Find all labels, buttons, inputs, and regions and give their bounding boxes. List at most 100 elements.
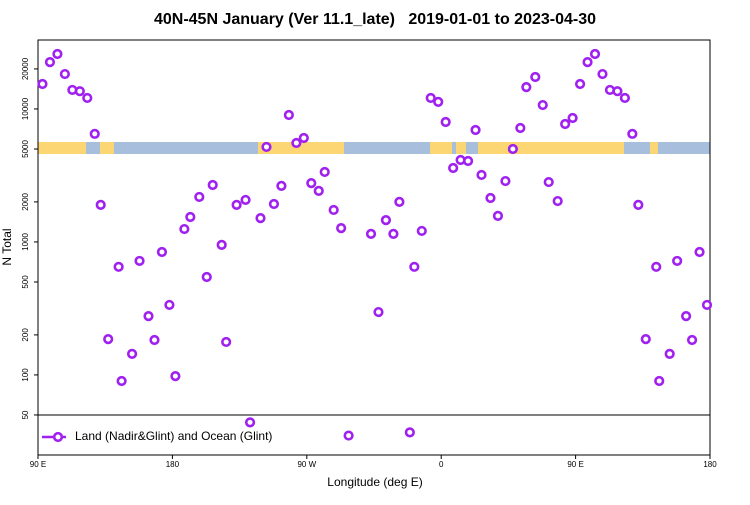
y-tick-label: 1000 [21, 232, 30, 250]
point [44, 57, 56, 68]
point [394, 196, 405, 208]
point [313, 185, 324, 197]
point [143, 310, 154, 322]
point [560, 118, 571, 130]
legend-label: Land (Nadir&Glint) and Ocean (Glint) [75, 429, 272, 443]
land-strip [100, 142, 114, 154]
point [654, 375, 665, 387]
point [633, 199, 644, 210]
point [388, 228, 399, 239]
point [619, 92, 630, 104]
point [216, 239, 227, 251]
point [103, 333, 114, 345]
y-tick-label: 5000 [21, 140, 30, 158]
point [306, 178, 317, 189]
point [244, 417, 256, 428]
point [283, 109, 294, 121]
point [567, 112, 578, 124]
point [164, 299, 175, 311]
point [476, 169, 487, 181]
point [113, 261, 124, 272]
point [537, 99, 548, 111]
point [686, 334, 698, 346]
point [574, 78, 586, 90]
point [507, 143, 518, 155]
point [82, 92, 93, 104]
land-strip [456, 142, 466, 154]
point [701, 299, 713, 311]
point [425, 92, 436, 104]
point [298, 132, 309, 144]
point [589, 48, 601, 60]
point [95, 199, 106, 210]
point [89, 128, 100, 139]
point [170, 370, 181, 382]
x-axis-label: Longitude (deg E) [327, 475, 422, 489]
point [500, 175, 511, 187]
point [404, 427, 415, 438]
point [201, 271, 212, 283]
point [194, 191, 205, 203]
x-tick-label: 90 W [297, 460, 316, 469]
y-tick-label: 100 [21, 368, 30, 382]
point [291, 137, 302, 149]
point [485, 192, 496, 204]
land-ocean-band [38, 142, 710, 154]
point [156, 246, 168, 258]
point [582, 57, 593, 68]
point [231, 199, 242, 210]
point [52, 48, 63, 60]
land-strip [650, 142, 658, 154]
point [409, 261, 420, 272]
point [240, 194, 251, 206]
point [672, 255, 683, 267]
point [134, 255, 145, 267]
point [470, 124, 481, 136]
y-tick-label: 500 [21, 275, 30, 289]
x-tick-label: 90 E [567, 460, 583, 469]
y-tick-label: 2000 [21, 192, 30, 210]
point [116, 375, 127, 387]
point [530, 71, 541, 83]
point [255, 213, 266, 224]
point [681, 310, 692, 322]
point [336, 223, 347, 234]
point [365, 228, 377, 239]
x-tick-label: 90 E [30, 460, 46, 469]
point [416, 225, 427, 237]
point [126, 348, 138, 359]
point [521, 81, 532, 93]
point [37, 78, 48, 90]
point [373, 306, 384, 318]
point [343, 430, 354, 441]
land-strip [258, 142, 344, 154]
legend-marker [52, 431, 64, 443]
x-tick-label: 180 [703, 460, 717, 469]
point [492, 210, 504, 221]
land-strip [38, 142, 86, 154]
chart-title: 40N-45N January (Ver 11.1_late) 2019-01-… [154, 11, 596, 28]
point [552, 195, 563, 207]
y-tick-label: 20000 [21, 57, 30, 80]
point [268, 198, 280, 210]
point [462, 155, 474, 167]
y-axis-label: N Total [0, 228, 14, 265]
x-tick-label: 0 [439, 460, 444, 469]
point [74, 86, 85, 97]
point [448, 162, 459, 174]
point [433, 96, 444, 107]
plot-frame [37, 39, 711, 456]
point [627, 128, 638, 139]
x-tick-label: 180 [166, 460, 180, 469]
point [515, 122, 526, 134]
y-tick-label: 50 [21, 410, 30, 419]
point [276, 180, 287, 191]
point [694, 246, 705, 258]
point [612, 86, 623, 97]
point [185, 211, 196, 223]
point [543, 176, 554, 188]
land-strip [430, 142, 452, 154]
point [59, 68, 70, 80]
